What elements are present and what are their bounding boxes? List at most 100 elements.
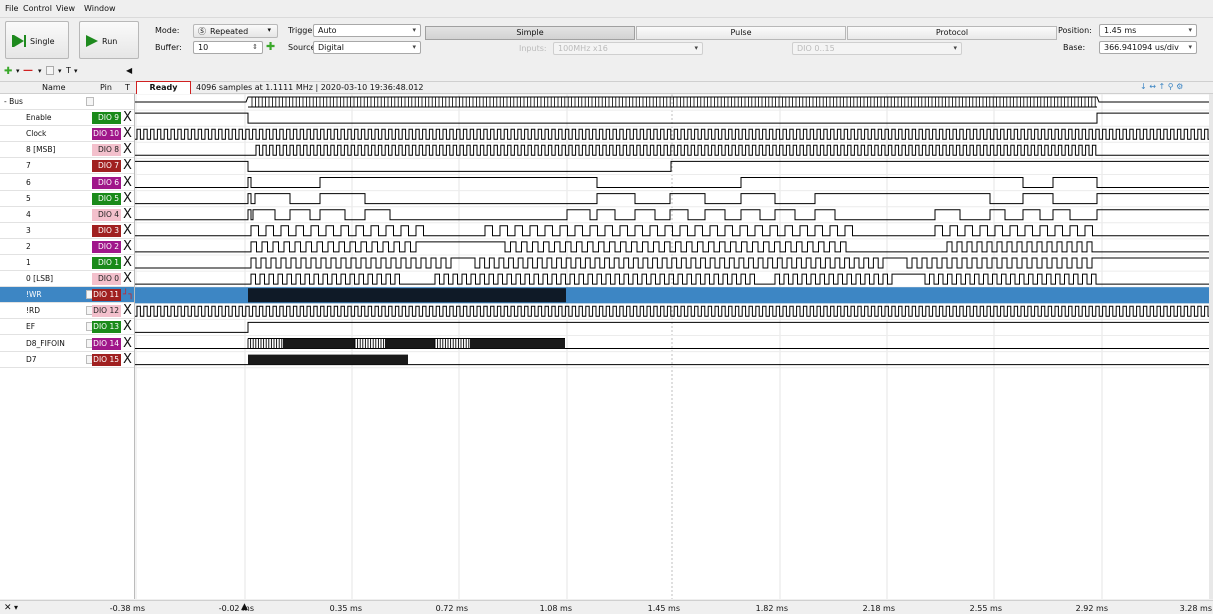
pin-badge[interactable]: DIO 14 <box>92 337 121 350</box>
trigger-condition[interactable]: X <box>123 174 132 190</box>
chevron-down-icon[interactable]: ▾ <box>38 67 42 75</box>
edit-icon[interactable] <box>46 66 54 75</box>
pin-badge[interactable]: DIO 7 <box>92 160 121 173</box>
trigger-condition[interactable]: X <box>123 238 132 254</box>
pin-badge[interactable]: DIO 3 <box>92 224 121 237</box>
time-tick-label: 2.92 ms <box>1075 604 1108 613</box>
remove-channel-icon[interactable]: — <box>23 65 33 76</box>
spin-icon[interactable]: ⇕ <box>252 43 258 51</box>
pin-badge[interactable]: DIO 13 <box>92 321 121 334</box>
repeat-icon: Ⓢ <box>198 27 206 36</box>
channel-row[interactable]: D7 DIO 15 X <box>0 352 134 368</box>
channel-row[interactable]: D8_FIFOIN DIO 14 X <box>0 336 134 352</box>
collapse-icon[interactable]: ◀ <box>126 66 133 75</box>
pin-badge[interactable]: DIO 1 <box>92 257 121 269</box>
vertical-scrollbar[interactable] <box>1209 94 1213 599</box>
pin-badge[interactable]: DIO 9 <box>92 112 121 125</box>
trigger-condition[interactable]: X <box>123 303 132 319</box>
tab-pulse[interactable]: Pulse <box>636 26 846 40</box>
pin-badge[interactable]: DIO 5 <box>92 192 121 205</box>
channel-list: - Bus Enable DIO 9 X Clock DIO 10 X 8 [MSB] DIO … <box>0 94 134 599</box>
pin-badge[interactable]: DIO 2 <box>92 240 121 253</box>
channel-name: 6 <box>26 177 31 187</box>
channel-row[interactable]: Clock DIO 10 X <box>0 126 134 143</box>
play-icon <box>86 35 98 47</box>
add-channel-icon[interactable]: ✚ <box>4 66 13 77</box>
source-select[interactable]: Digital ▾ <box>313 41 421 54</box>
trigger-condition[interactable]: X <box>123 222 132 238</box>
run-button[interactable]: Run <box>79 21 139 59</box>
channel-name: 7 <box>26 161 31 171</box>
trigger-condition[interactable]: X <box>123 158 132 174</box>
pin-badge[interactable]: DIO 10 <box>92 128 121 141</box>
chevron-down-icon[interactable]: ▾ <box>16 67 20 75</box>
position-input[interactable]: 1.45 ms ▾ <box>1099 24 1197 37</box>
channel-row[interactable]: - Bus <box>0 94 134 110</box>
single-button[interactable]: Single <box>5 21 69 59</box>
waveform-plot[interactable] <box>134 94 1210 599</box>
channel-name: D8_FIFOIN <box>26 338 65 348</box>
menu-file[interactable]: File <box>5 4 19 13</box>
channel-name: D7 <box>26 354 37 364</box>
mode-select[interactable]: Ⓢ Repeated ▾ <box>193 24 278 38</box>
tab-simple[interactable]: Simple <box>425 26 635 40</box>
chevron-down-icon: ▾ <box>694 44 698 52</box>
pin-badge[interactable]: DIO 12 <box>92 305 121 318</box>
chevron-down-icon[interactable]: ▾ <box>14 603 19 612</box>
trigger-condition[interactable]: X <box>123 271 132 287</box>
zoom-icons[interactable]: ↓ ↔ ↑ ⚲ ⚙ <box>1140 82 1184 91</box>
chevron-down-icon[interactable]: ▾ <box>74 67 78 75</box>
pin-badge[interactable]: DIO 0 <box>92 273 121 286</box>
trigger-select[interactable]: Auto ▾ <box>313 24 421 37</box>
fifo-burst <box>247 338 283 349</box>
trigger-condition[interactable]: X <box>123 319 132 335</box>
menu-control[interactable]: Control <box>23 4 52 13</box>
channel-name: EF <box>26 322 36 332</box>
edit-icon[interactable] <box>86 97 94 106</box>
buffer-input[interactable]: 10 ⇕ <box>193 41 263 54</box>
trigger-condition[interactable]: X <box>123 142 132 158</box>
trigger-condition[interactable]: ┘┐ <box>123 290 134 301</box>
pin-column-header: Pin <box>100 83 112 92</box>
pin-badge[interactable]: DIO 15 <box>92 353 121 366</box>
signal-trace <box>135 305 1210 317</box>
pin-badge[interactable]: DIO 8 <box>92 144 121 157</box>
menu-window[interactable]: Window <box>84 4 116 13</box>
chevron-down-icon: ▾ <box>953 44 957 52</box>
time-tick-label: -0.02 ms <box>218 604 254 613</box>
pin-badge[interactable]: DIO 11 <box>92 289 121 302</box>
trigger-condition[interactable]: X <box>123 206 132 222</box>
channel-row[interactable]: !WR DIO 11 ┘┐ <box>0 287 134 304</box>
trigger-type-icon[interactable]: T <box>66 66 71 75</box>
trigger-position-marker[interactable]: ▲ <box>241 602 248 612</box>
channel-row[interactable]: EF DIO 13 X <box>0 319 134 336</box>
add-icon[interactable]: ✚ <box>266 40 276 53</box>
trigger-condition[interactable]: X <box>123 255 132 270</box>
chevron-down-icon[interactable]: ▾ <box>58 67 62 75</box>
pin-badge[interactable]: DIO 6 <box>92 176 121 189</box>
menu-view[interactable]: View <box>56 4 75 13</box>
trigger-condition[interactable]: X <box>123 351 132 367</box>
channel-name: 3 <box>26 225 31 235</box>
run-label: Run <box>102 37 118 46</box>
tab-protocol[interactable]: Protocol <box>847 26 1057 40</box>
base-input[interactable]: 366.941094 us/div ▾ <box>1099 41 1197 54</box>
d7-burst <box>248 354 408 365</box>
trigger-condition[interactable]: X <box>123 335 132 351</box>
trigger-condition[interactable]: X <box>123 190 132 206</box>
channel-row[interactable]: !RD DIO 12 X <box>0 303 134 320</box>
pin-badge[interactable]: DIO 4 <box>92 208 121 221</box>
close-icon[interactable]: ✕ <box>4 603 12 613</box>
trigger-condition[interactable]: X <box>123 110 132 126</box>
trigger-condition[interactable]: X <box>123 126 132 142</box>
